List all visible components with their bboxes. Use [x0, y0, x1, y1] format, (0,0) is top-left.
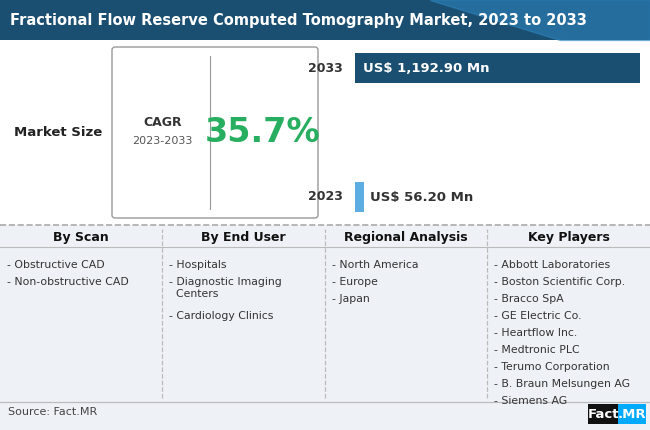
Text: - Heartflow Inc.: - Heartflow Inc.: [494, 328, 577, 338]
Text: - Abbott Laboratories: - Abbott Laboratories: [494, 260, 610, 270]
Text: - Siemens AG: - Siemens AG: [494, 396, 567, 406]
Text: - Non-obstructive CAD: - Non-obstructive CAD: [7, 277, 129, 287]
FancyBboxPatch shape: [355, 53, 640, 83]
Text: 35.7%: 35.7%: [205, 116, 320, 149]
FancyBboxPatch shape: [618, 404, 646, 424]
Text: - Diagnostic Imaging
  Centers: - Diagnostic Imaging Centers: [169, 277, 281, 298]
Text: Key Players: Key Players: [528, 230, 610, 243]
Text: By End User: By End User: [202, 230, 286, 243]
Text: CAGR: CAGR: [143, 116, 182, 129]
Text: Market Size: Market Size: [14, 126, 102, 139]
Text: US$ 1,192.90 Mn: US$ 1,192.90 Mn: [363, 61, 489, 74]
FancyBboxPatch shape: [112, 47, 318, 218]
Text: By Scan: By Scan: [53, 230, 109, 243]
Text: - B. Braun Melsungen AG: - B. Braun Melsungen AG: [494, 379, 630, 389]
FancyBboxPatch shape: [355, 182, 364, 212]
Text: Fractional Flow Reserve Computed Tomography Market, 2023 to 2033: Fractional Flow Reserve Computed Tomogra…: [10, 12, 587, 28]
Text: Fact: Fact: [588, 408, 619, 421]
Text: US$ 56.20 Mn: US$ 56.20 Mn: [370, 190, 473, 203]
FancyBboxPatch shape: [0, 40, 650, 225]
Text: 2023: 2023: [308, 190, 343, 203]
Text: - North America: - North America: [332, 260, 419, 270]
Text: - Cardiology Clinics: - Cardiology Clinics: [169, 311, 274, 321]
FancyBboxPatch shape: [0, 0, 650, 40]
Text: - GE Electric Co.: - GE Electric Co.: [494, 311, 582, 321]
FancyBboxPatch shape: [588, 404, 646, 424]
Polygon shape: [430, 0, 650, 40]
Text: Source: Fact.MR: Source: Fact.MR: [8, 407, 97, 417]
Text: Regional Analysis: Regional Analysis: [344, 230, 468, 243]
Text: 2023-2033: 2023-2033: [133, 135, 192, 145]
Text: - Bracco SpA: - Bracco SpA: [494, 294, 564, 304]
Text: - Japan: - Japan: [332, 294, 370, 304]
Text: - Medtronic PLC: - Medtronic PLC: [494, 345, 580, 355]
Text: - Europe: - Europe: [332, 277, 378, 287]
Text: 2033: 2033: [308, 61, 343, 74]
Text: - Hospitals: - Hospitals: [169, 260, 226, 270]
Text: - Boston Scientific Corp.: - Boston Scientific Corp.: [494, 277, 625, 287]
Text: - Obstructive CAD: - Obstructive CAD: [7, 260, 105, 270]
FancyBboxPatch shape: [0, 225, 650, 402]
Text: .MR: .MR: [618, 408, 646, 421]
Text: - Terumo Corporation: - Terumo Corporation: [494, 362, 610, 372]
